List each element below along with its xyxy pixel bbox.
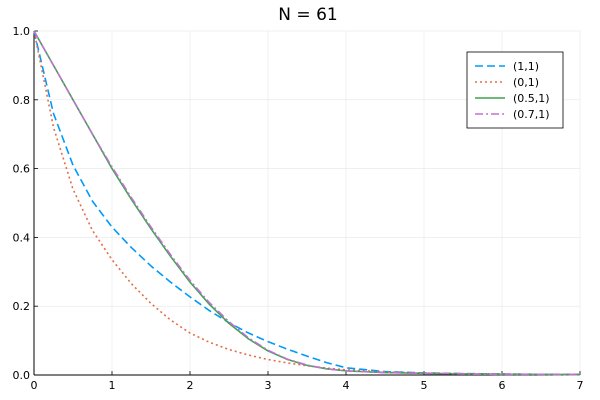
y-tick-label: 1.0 [13,25,31,38]
x-tick-label: 1 [109,379,116,392]
legend-label-2: (0,1) [513,76,539,89]
series-layer [33,30,581,376]
x-tick-label: 4 [343,379,350,392]
y-tick-label: 0.6 [13,163,31,176]
y-tick-label: 0.4 [13,231,31,244]
y-tick-label: 0.0 [13,369,31,382]
y-tick-label: 0.8 [13,94,31,107]
y-tick-label: 0.2 [13,300,31,313]
x-tick-label: 5 [421,379,428,392]
legend-label-4: (0.7,1) [513,108,550,121]
x-tick-label: 7 [577,379,584,392]
x-tick-label: 0 [31,379,38,392]
legend: (1,1) (0,1) (0.5,1) (0.7,1) [466,51,564,129]
legend-label-3: (0.5,1) [513,92,550,105]
legend-box [466,51,564,129]
x-tick-label: 3 [265,379,272,392]
series-line-4 [33,30,581,376]
x-tick-label: 6 [499,379,506,392]
chart-title: N = 61 [278,5,337,25]
x-tick-label: 2 [187,379,194,392]
legend-label-1: (1,1) [513,60,539,73]
axes: 0 1 2 3 4 5 6 7 0.0 0.2 0.4 0.6 0.8 1.0 [13,25,584,392]
